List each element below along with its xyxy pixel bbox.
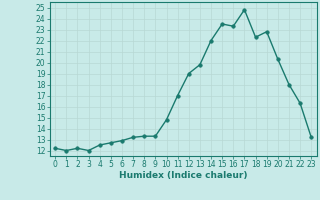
X-axis label: Humidex (Indice chaleur): Humidex (Indice chaleur) bbox=[119, 171, 247, 180]
